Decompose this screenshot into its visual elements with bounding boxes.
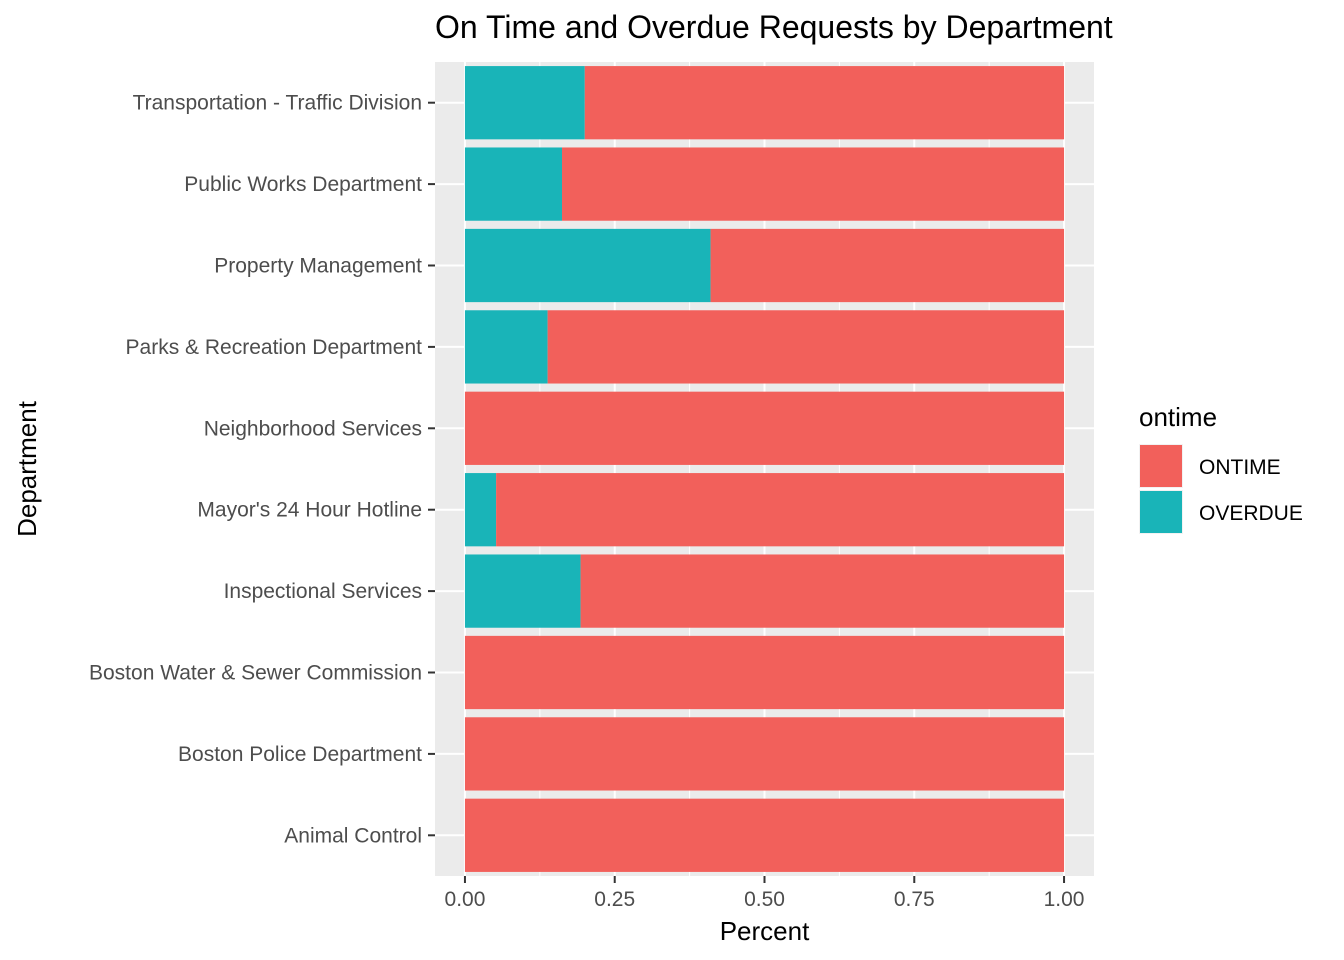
bar-ontime-transportation-traffic-division [584,66,1065,140]
bar-overdue-transportation-traffic-division [464,66,585,140]
chart-title: On Time and Overdue Requests by Departme… [435,9,1113,45]
y-tick-label: Transportation - Traffic Division [133,92,422,115]
bar-ontime-animal-control [464,798,1065,872]
y-tick-label: Boston Police Department [178,743,422,766]
x-axis-title: Percent [720,916,810,946]
x-tick-label: 0.75 [894,888,935,911]
bar-overdue-mayor-s-24-hour-hotline [464,473,497,547]
bars [464,66,1065,872]
bar-ontime-mayor-s-24-hour-hotline [496,473,1065,547]
legend-label-ontime: ONTIME [1199,456,1281,479]
bar-overdue-parks-recreation-department [464,310,548,384]
y-axis: Animal Control Boston Police Department Bo… [89,92,435,847]
y-tick-label: Inspectional Services [224,580,422,603]
bar-ontime-public-works-department [562,147,1065,221]
y-tick-label: Public Works Department [184,173,422,196]
y-tick-label: Property Management [214,255,422,278]
legend-swatch-ontime [1140,445,1182,487]
legend: ontime ONTIME OVERDUE [1139,402,1303,534]
y-tick-label: Animal Control [284,824,422,847]
bar-overdue-public-works-department [464,147,563,221]
y-tick-label: Neighborhood Services [204,417,422,440]
y-axis-title: Department [12,400,42,537]
y-tick-label: Parks & Recreation Department [126,336,423,359]
x-tick-label: 1.00 [1044,888,1085,911]
bar-ontime-property-management [710,228,1065,303]
y-tick-label: Boston Water & Sewer Commission [89,662,422,685]
legend-label-overdue: OVERDUE [1199,502,1303,525]
bar-overdue-property-management [464,228,711,303]
legend-swatch-overdue [1140,491,1182,533]
x-tick-label: 0.25 [594,888,635,911]
x-axis: 0.00 0.25 0.50 0.75 1.00 [445,876,1085,911]
y-tick-label: Mayor's 24 Hour Hotline [197,499,422,522]
x-tick-label: 0.00 [445,888,486,911]
bar-ontime-parks-recreation-department [547,310,1065,384]
bar-ontime-boston-police-department [464,717,1065,791]
x-tick-label: 0.50 [744,888,785,911]
bar-ontime-boston-water-sewer-commission [464,635,1065,710]
legend-title: ontime [1139,402,1217,432]
bar-ontime-neighborhood-services [464,391,1065,465]
bar-overdue-inspectional-services [464,554,581,628]
bar-ontime-inspectional-services [580,554,1065,628]
